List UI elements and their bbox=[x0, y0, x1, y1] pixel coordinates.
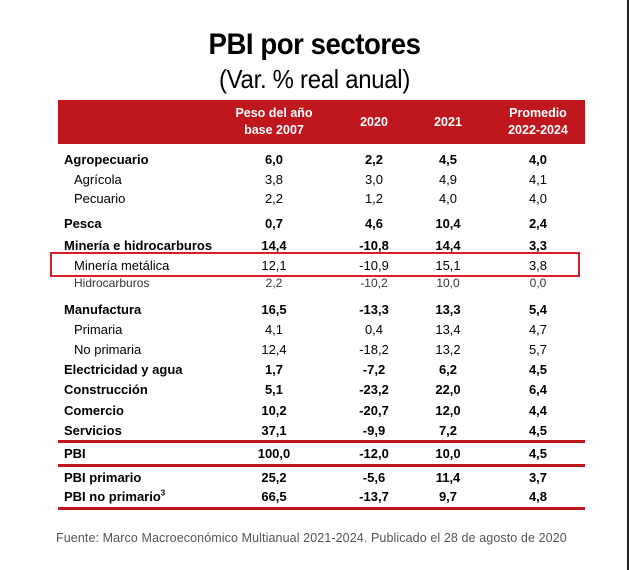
table-row: Agrícola 3,8 3,0 4,9 4,1 bbox=[74, 172, 548, 187]
page-subtitle: (Var. % real anual) bbox=[218, 64, 411, 94]
separator-line bbox=[58, 464, 585, 467]
table-row: Electricidad y agua 1,7 -7,2 6,2 4,5 bbox=[64, 362, 548, 377]
separator-line bbox=[58, 507, 585, 510]
table-row: No primaria 12,4 -18,2 13,2 5,7 bbox=[74, 342, 548, 357]
page-edge-bar bbox=[627, 0, 629, 570]
table-row: Agropecuario 6,0 2,2 4,5 4,0 bbox=[64, 152, 548, 167]
header-2021: 2021 bbox=[434, 114, 462, 129]
table-row: Comercio 10,2 -20,7 12,0 4,4 bbox=[64, 403, 548, 418]
source-note: Fuente: Marco Macroeconómico Multianual … bbox=[56, 531, 567, 545]
table-row: Primaria 4,1 0,4 13,4 4,7 bbox=[74, 322, 548, 337]
table-row: Manufactura 16,5 -13,3 13,3 5,4 bbox=[64, 302, 548, 317]
table-row: Pecuario 2,2 1,2 4,0 4,0 bbox=[74, 191, 548, 206]
table-row: Construcción 5,1 -23,2 22,0 6,4 bbox=[64, 382, 548, 397]
table-row: PBI no primario3 66,5 -13,7 9,7 4,8 bbox=[64, 488, 548, 504]
table-header: Peso del año base 2007 2020 2021 Promedio… bbox=[58, 100, 585, 144]
table-row: Hidrocarburos 2,2 -10,2 10,0 0,0 bbox=[74, 276, 547, 290]
table-row-total: PBI 100,0 -12,0 10,0 4,5 bbox=[64, 446, 548, 461]
separator-line bbox=[58, 440, 585, 443]
highlight-box bbox=[50, 252, 580, 277]
table-row: Minería e hidrocarburos 14,4 -10,8 14,4 3,3 bbox=[64, 238, 548, 253]
table-row: PBI primario 25,2 -5,6 11,4 3,7 bbox=[64, 470, 548, 485]
table-row: Minería metálica 12,1 -10,9 15,1 3,8 bbox=[74, 258, 548, 273]
table-row: Servicios 37,1 -9,9 7,2 4,5 bbox=[64, 423, 548, 438]
page-title: PBI por sectores bbox=[208, 28, 421, 61]
header-2020: 2020 bbox=[360, 114, 388, 129]
header-average: Promedio 2022-2024 bbox=[508, 106, 568, 137]
header-weight: Peso del año base 2007 bbox=[235, 106, 313, 137]
table-row: Pesca 0,7 4,6 10,4 2,4 bbox=[64, 216, 548, 231]
